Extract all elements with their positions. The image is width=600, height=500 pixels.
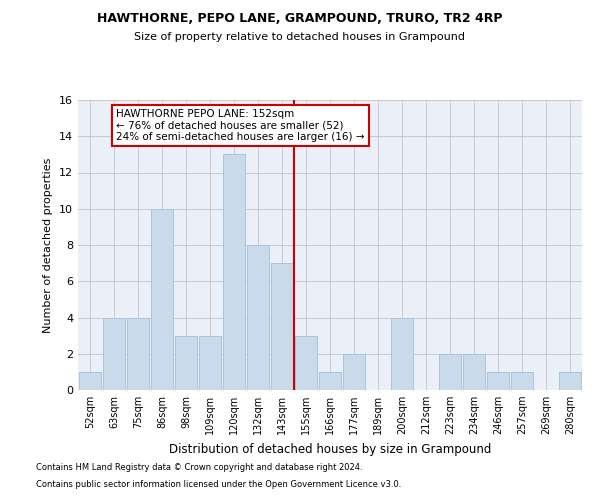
Bar [103,318,125,390]
Bar [151,209,173,390]
Bar [439,354,461,390]
Bar [463,354,485,390]
Bar [199,336,221,390]
Text: HAWTHORNE, PEPO LANE, GRAMPOUND, TRURO, TR2 4RP: HAWTHORNE, PEPO LANE, GRAMPOUND, TRURO, … [97,12,503,26]
Bar [127,318,149,390]
Text: HAWTHORNE PEPO LANE: 152sqm
← 76% of detached houses are smaller (52)
24% of sem: HAWTHORNE PEPO LANE: 152sqm ← 76% of det… [116,109,365,142]
Bar [295,336,317,390]
Bar [487,372,509,390]
Text: Size of property relative to detached houses in Grampound: Size of property relative to detached ho… [134,32,466,42]
Bar [559,372,581,390]
Bar [175,336,197,390]
Text: Contains HM Land Registry data © Crown copyright and database right 2024.: Contains HM Land Registry data © Crown c… [36,464,362,472]
Bar [319,372,341,390]
Bar [391,318,413,390]
Bar [247,245,269,390]
Bar [223,154,245,390]
Bar [79,372,101,390]
Y-axis label: Number of detached properties: Number of detached properties [43,158,53,332]
Text: Contains public sector information licensed under the Open Government Licence v3: Contains public sector information licen… [36,480,401,489]
X-axis label: Distribution of detached houses by size in Grampound: Distribution of detached houses by size … [169,442,491,456]
Bar [343,354,365,390]
Bar [511,372,533,390]
Bar [271,263,293,390]
